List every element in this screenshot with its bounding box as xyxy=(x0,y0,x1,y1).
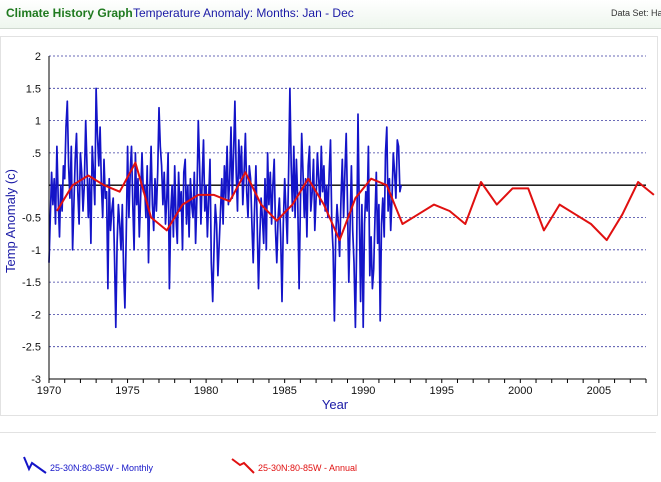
x-tick-label: 1990 xyxy=(351,385,375,397)
x-tick-label: 1975 xyxy=(115,385,139,397)
x-axis-title: Year xyxy=(322,397,349,412)
app-title: Climate History Graph xyxy=(6,6,133,20)
y-tick-label: -2 xyxy=(31,309,41,321)
y-tick-label: -1 xyxy=(31,245,41,257)
y-tick-label: -0.5 xyxy=(22,213,41,225)
series-layer xyxy=(48,87,655,329)
legend-label-monthly: 25-30N:80-85W - Monthly xyxy=(50,463,154,473)
x-tick-label: 2005 xyxy=(587,385,611,397)
x-tick-label: 1995 xyxy=(430,385,454,397)
y-tick-label: 1 xyxy=(35,116,41,128)
y-tick-label: 1.5 xyxy=(26,83,41,95)
legend-label-annual: 25-30N:80-85W - Annual xyxy=(258,463,358,473)
y-tick-label: -2.5 xyxy=(22,342,41,354)
x-tick-label: 1985 xyxy=(272,385,296,397)
grid-layer xyxy=(49,55,646,348)
x-tick-label: 2000 xyxy=(508,385,532,397)
y-tick-label: 2 xyxy=(35,51,41,63)
data-set-label[interactable]: Data Set: Ha xyxy=(611,8,661,18)
y-tick-label: -3 xyxy=(31,374,41,386)
legend-swatch-annual xyxy=(231,458,255,474)
y-tick-label: -1.5 xyxy=(22,277,41,289)
legend: 25-30N:80-85W - Monthly 25-30N:80-85W - … xyxy=(0,432,656,482)
chart-subtitle: Temperature Anomaly: Months: Jan - Dec xyxy=(133,6,354,20)
legend-swatch-monthly xyxy=(23,456,47,474)
series-line-annual xyxy=(56,161,655,242)
y-axis-title: Temp Anomaly (c) xyxy=(3,169,18,273)
series-line-monthly xyxy=(48,87,403,329)
x-tick-label: 1970 xyxy=(37,385,61,397)
app-header: Climate History Graph Temperature Anomal… xyxy=(0,0,661,29)
chart-panel: 2 1.5 1.5 -0.5 -1 -1.5 -2 -2.5 -3 1970 1975 1980 198… xyxy=(0,36,658,416)
y-tick-label: .5 xyxy=(32,148,41,160)
x-tick-label: 1980 xyxy=(194,385,218,397)
